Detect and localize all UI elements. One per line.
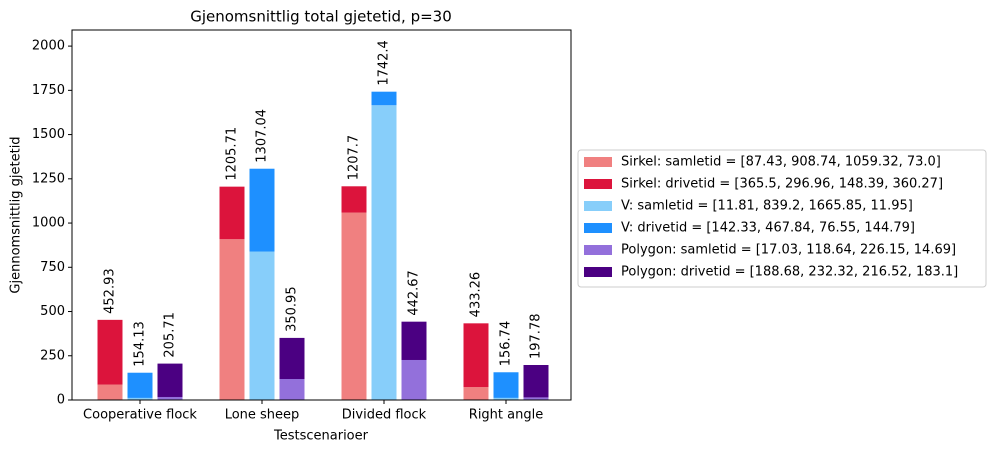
x-tick-label: Right angle [469, 408, 543, 423]
total-label: 154.13 [133, 321, 148, 367]
bar-segment [493, 397, 519, 400]
total-label: 1742.4 [377, 40, 392, 86]
legend-swatch [584, 223, 612, 233]
total-label: 452.93 [103, 268, 118, 314]
bar-segment [127, 397, 153, 400]
y-tick-label: 750 [40, 260, 65, 275]
bar-segment [279, 379, 305, 400]
legend-swatch [584, 157, 612, 167]
y-tick-label: 0 [57, 393, 65, 408]
legend-label: V: drivetid = [142.33, 467.84, 76.55, 14… [621, 221, 915, 236]
legend-label: V: samletid = [11.81, 839.2, 1665.85, 11… [621, 199, 913, 214]
bar-segment [97, 384, 123, 400]
bar-segment [463, 387, 489, 400]
bar-segment [463, 323, 489, 388]
y-tick-label: 2000 [32, 39, 65, 54]
total-label: 433.26 [469, 272, 484, 318]
y-tick-label: 250 [40, 348, 65, 363]
total-label: 156.74 [499, 321, 514, 367]
total-label: 205.71 [163, 312, 178, 358]
bar-segment [401, 321, 427, 360]
bar-segment [157, 396, 183, 400]
legend-swatch [584, 179, 612, 189]
total-label: 350.95 [285, 286, 300, 332]
y-tick-label: 1750 [32, 83, 65, 98]
bar-segment [341, 186, 367, 213]
legend-label: Sirkel: samletid = [87.43, 908.74, 1059.… [621, 155, 941, 170]
bar-segment [523, 397, 549, 400]
bar-segment [97, 319, 123, 385]
y-tick-label: 500 [40, 304, 65, 319]
bar-segment [401, 359, 427, 400]
legend-label: Sirkel: drivetid = [365.5, 296.96, 148.3… [621, 177, 943, 192]
x-tick-label: Lone sheep [225, 408, 300, 423]
bar-segment [219, 186, 245, 240]
legend-swatch [584, 267, 612, 277]
total-label: 197.78 [529, 314, 544, 360]
y-tick-label: 1000 [32, 216, 65, 231]
total-label: 1207.7 [347, 135, 362, 181]
bar-segment [279, 337, 305, 380]
bar-segment [157, 363, 183, 397]
legend-swatch [584, 201, 612, 211]
bar-segment [249, 251, 275, 400]
bar-segment [219, 239, 245, 400]
y-tick-label: 1500 [32, 127, 65, 142]
bar-segment [341, 212, 367, 400]
bar-segment [371, 105, 397, 400]
bar-segment [249, 168, 275, 252]
legend-label: Polygon: samletid = [17.03, 118.64, 226.… [621, 243, 956, 258]
total-label: 442.67 [407, 270, 422, 316]
x-tick-label: Cooperative flock [83, 408, 197, 423]
x-tick-label: Divided flock [342, 408, 427, 423]
bar-segment [127, 372, 153, 398]
chart-title: Gjenomsnittlig total gjetetid, p=30 [190, 8, 452, 26]
legend-box [577, 149, 987, 288]
total-label: 1307.04 [255, 109, 270, 163]
y-axis-label: Gjennomsnittlig gjetetid [9, 136, 24, 293]
bar-segment [371, 91, 397, 106]
plot-frame [71, 29, 572, 401]
legend-label: Polygon: drivetid = [188.68, 232.32, 216… [621, 265, 958, 280]
x-axis-label: Testscenarioer [273, 429, 369, 444]
bar-segment [523, 365, 549, 398]
legend-swatch [584, 245, 612, 255]
y-tick-label: 1250 [32, 171, 65, 186]
total-label: 1205.71 [225, 127, 240, 181]
bar-segment [493, 372, 519, 398]
